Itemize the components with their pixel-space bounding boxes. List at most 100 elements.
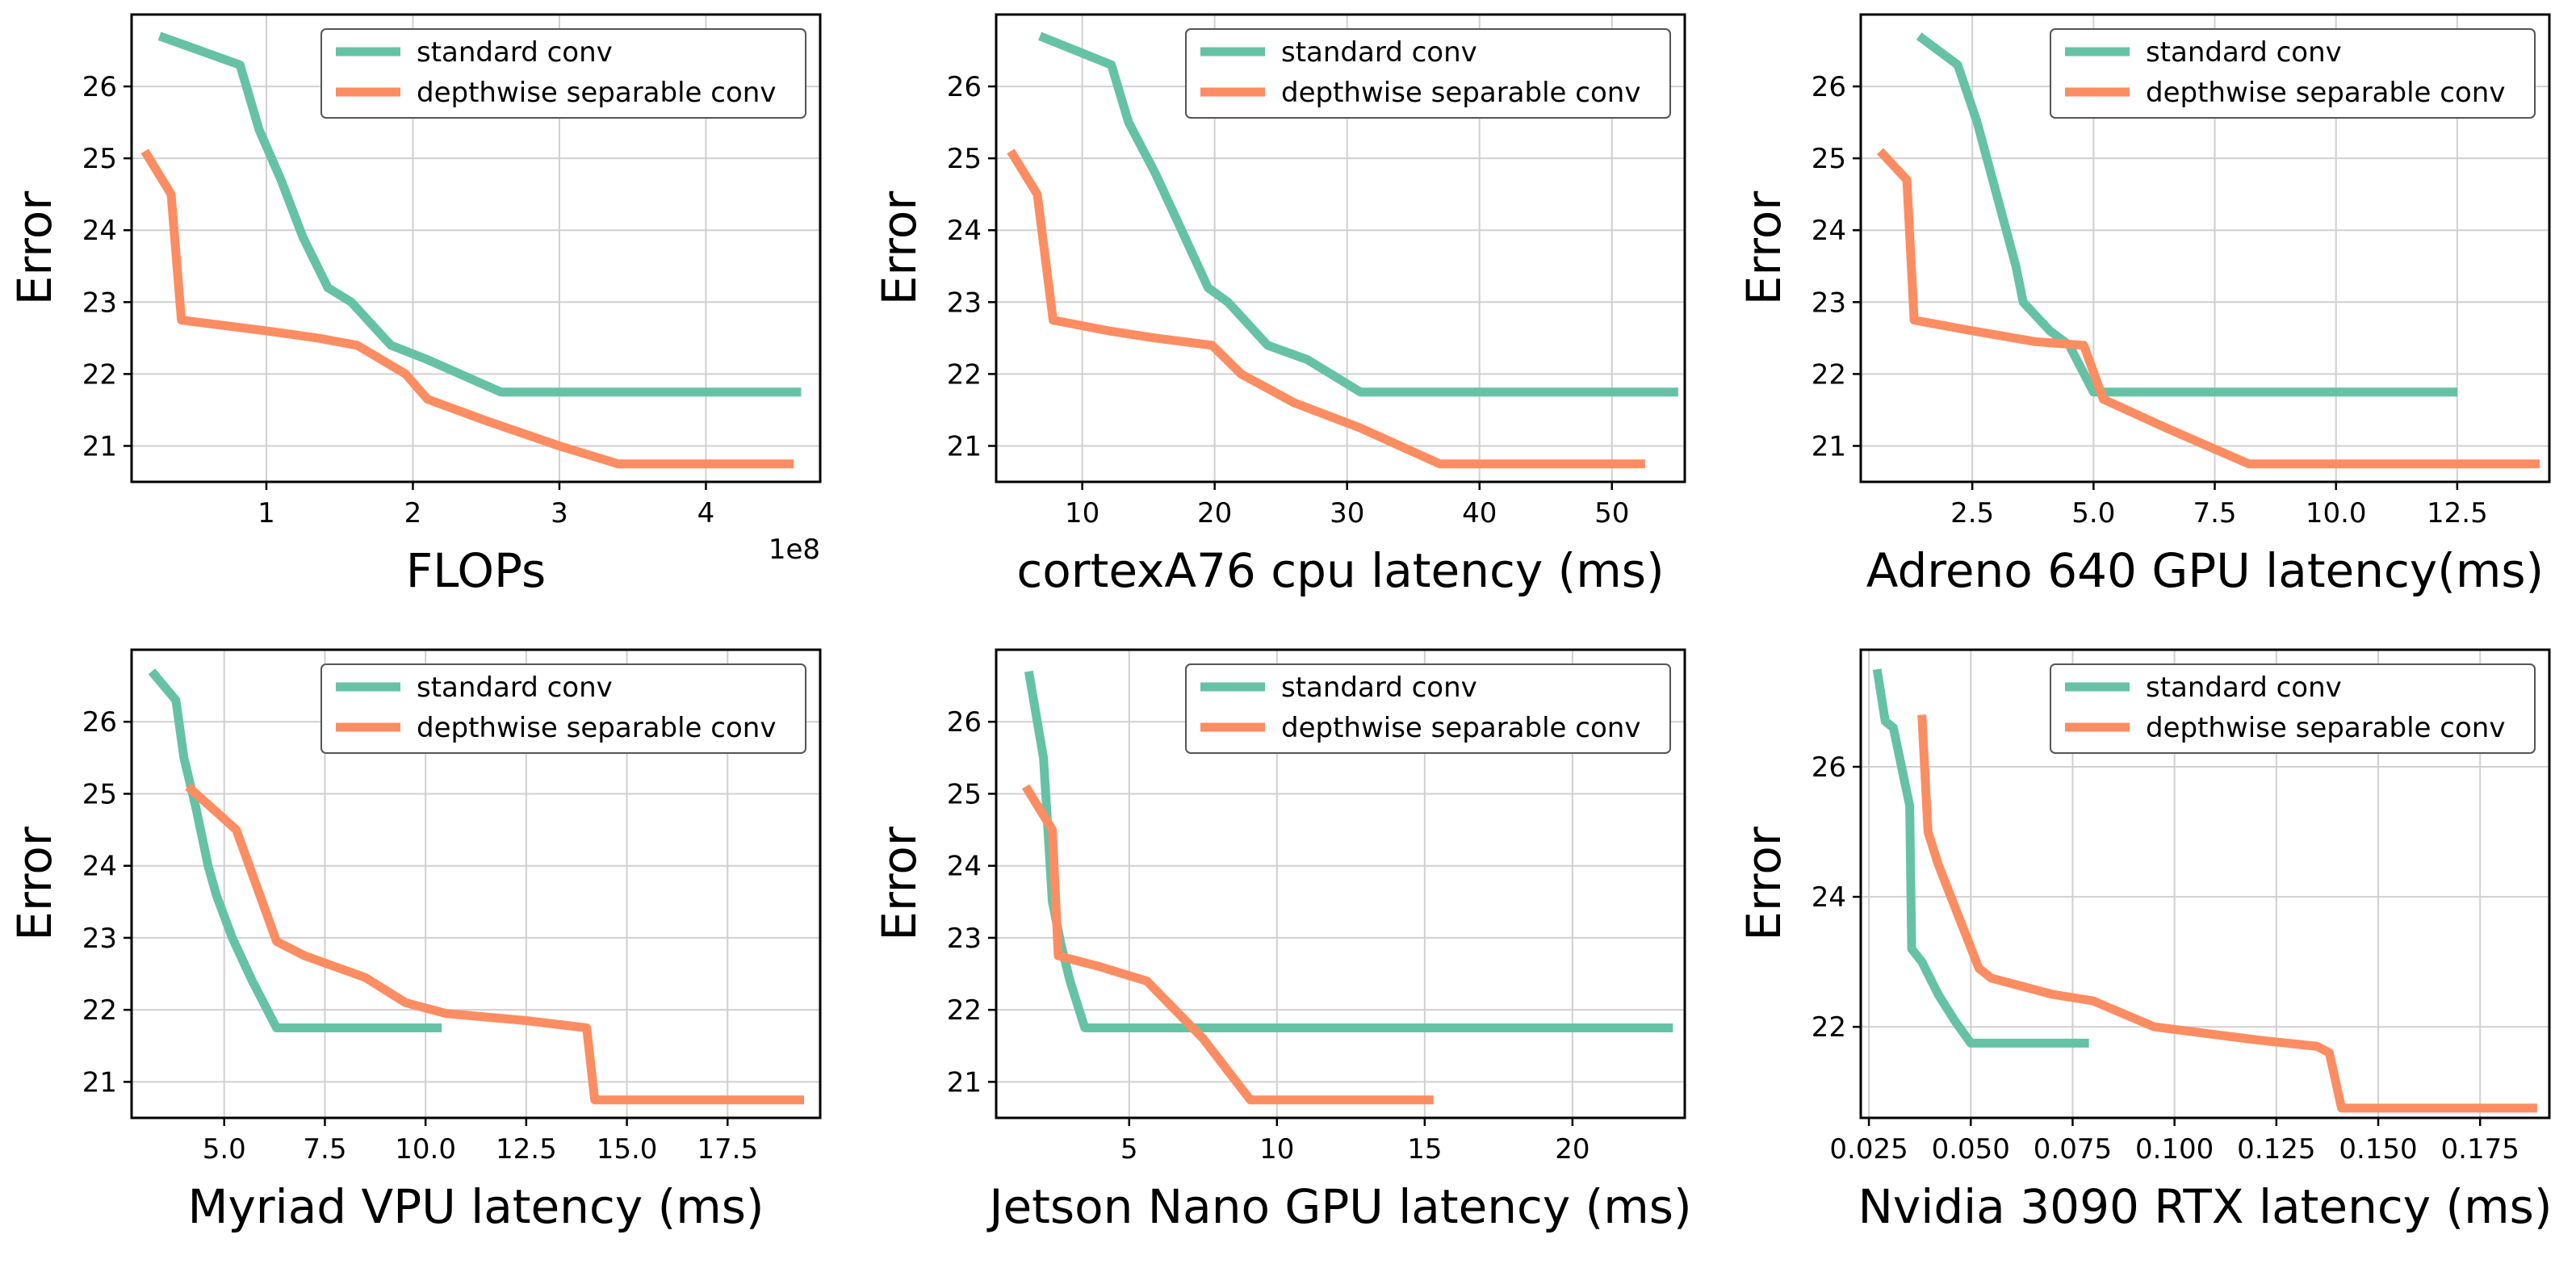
legend-label: standard conv — [417, 672, 613, 704]
y-axis-label: Error — [1736, 827, 1791, 941]
chart-panel: 0.025 0.050 0.075 0.100 0.125 0.150 0.175 22 24 2… — [1736, 648, 2553, 1234]
series-line-standard-conv — [1916, 32, 2457, 397]
x-tick-label: 0.125 — [2237, 1133, 2315, 1165]
y-tick-label: 25 — [82, 143, 117, 175]
y-tick-label: 26 — [1812, 751, 1846, 784]
y-tick-label: 25 — [1812, 143, 1846, 175]
chart-panel: 5.0 7.5 10.0 12.5 15.0 17.5 21 22 23 24 25 26 Myriad… — [7, 648, 822, 1234]
x-tick-label: 0.075 — [2034, 1133, 2112, 1165]
y-axis-label: Error — [1736, 191, 1791, 306]
x-tick-label: 5.0 — [2071, 497, 2115, 529]
y-axis-label: Error — [7, 827, 62, 941]
legend-label: standard conv — [2146, 36, 2342, 69]
x-axis-label: Jetson Nano GPU latency (ms) — [986, 1179, 1691, 1234]
axes-frame — [1859, 648, 2551, 1119]
y-tick-label: 25 — [947, 778, 982, 810]
y-tick-label: 26 — [947, 706, 982, 739]
series-line-depthwise-separable-conv — [1021, 784, 1434, 1105]
y-tick-label: 25 — [947, 143, 982, 175]
y-axis-label: Error — [872, 191, 927, 306]
legend-label: depthwise separable conv — [2146, 712, 2505, 744]
x-tick-label: 20 — [1197, 497, 1232, 529]
x-tick-label: 15 — [1407, 1133, 1442, 1165]
x-tick-label: 0.175 — [2441, 1133, 2519, 1165]
x-tick-label: 0.150 — [2339, 1133, 2417, 1165]
y-tick-label: 23 — [1812, 287, 1846, 319]
legend-box — [1185, 663, 1671, 754]
x-tick-label: 7.5 — [2193, 497, 2236, 529]
chart-panel: 10 20 30 40 50 21 22 23 24 25 26 cortexA76 cpu late… — [872, 13, 1686, 598]
y-tick-label: 21 — [1812, 430, 1846, 462]
x-tick-label: 10 — [1259, 1133, 1294, 1165]
x-tick-label: 20 — [1555, 1133, 1590, 1165]
y-tick-label: 24 — [1812, 215, 1846, 247]
x-tick-label: 30 — [1330, 497, 1364, 529]
legend-label: depthwise separable conv — [2146, 77, 2505, 109]
axes-frame — [1859, 13, 2551, 483]
y-tick-label: 22 — [1812, 1011, 1846, 1044]
y-tick-label: 22 — [82, 358, 117, 391]
x-tick-label: 15.0 — [597, 1133, 658, 1165]
series-line-depthwise-separable-conv — [1876, 148, 2540, 469]
series-line-standard-conv — [148, 668, 442, 1032]
series-line-standard-conv — [1872, 668, 2089, 1048]
x-tick-label: 12.5 — [496, 1133, 557, 1165]
y-tick-label: 25 — [82, 778, 117, 810]
y-tick-label: 26 — [1812, 71, 1846, 103]
x-tick-label: 5.0 — [203, 1133, 246, 1165]
series-line-standard-conv — [1024, 670, 1673, 1032]
x-tick-label: 12.5 — [2427, 497, 2488, 529]
legend: standard conv depthwise separable conv — [1185, 663, 1671, 754]
legend-label: depthwise separable conv — [417, 712, 776, 744]
x-tick-label: 2.5 — [1950, 497, 1994, 529]
axes-frame — [995, 648, 1686, 1119]
legend-label: depthwise separable conv — [1281, 712, 1640, 744]
legend: standard conv depthwise separable conv — [320, 28, 806, 119]
legend-label: depthwise separable conv — [417, 77, 776, 109]
y-tick-label: 22 — [82, 994, 117, 1027]
x-offset-label: 1e8 — [769, 534, 820, 566]
x-tick-label: 4 — [697, 497, 715, 529]
y-tick-label: 21 — [82, 1066, 117, 1099]
x-axis-label: Myriad VPU latency (ms) — [187, 1179, 764, 1234]
x-tick-label: 5 — [1120, 1133, 1138, 1165]
y-tick-label: 22 — [947, 358, 982, 391]
series-line-depthwise-separable-conv — [1007, 149, 1645, 469]
x-axis-label: Adreno 640 GPU latency(ms) — [1866, 543, 2544, 598]
axes-frame — [130, 13, 822, 483]
legend-box — [2050, 28, 2536, 119]
y-tick-label: 21 — [947, 1066, 982, 1099]
legend-box — [2050, 663, 2536, 754]
y-tick-label: 24 — [947, 851, 982, 883]
x-tick-label: 40 — [1462, 497, 1497, 529]
x-tick-label: 0.025 — [1829, 1133, 1908, 1165]
x-axis-label: Nvidia 3090 RTX latency (ms) — [1858, 1179, 2553, 1234]
y-tick-label: 23 — [82, 923, 117, 955]
series-line-standard-conv — [1038, 31, 1678, 397]
axes-frame — [130, 648, 822, 1119]
series-line-depthwise-separable-conv — [185, 783, 804, 1105]
x-tick-label: 10.0 — [395, 1133, 456, 1165]
legend: standard conv depthwise separable conv — [1185, 28, 1671, 119]
x-tick-label: 10 — [1065, 497, 1100, 529]
x-tick-label: 10.0 — [2306, 497, 2367, 529]
y-tick-label: 26 — [947, 71, 982, 103]
y-tick-label: 24 — [82, 851, 117, 883]
legend-label: standard conv — [2146, 672, 2342, 704]
legend-label: standard conv — [1281, 672, 1477, 704]
chart-panel: 2.5 5.0 7.5 10.0 12.5 21 22 23 24 25 26 Adreno 640 … — [1736, 13, 2551, 598]
x-axis-label: cortexA76 cpu latency (ms) — [1016, 543, 1664, 598]
x-tick-label: 2 — [404, 497, 422, 529]
x-tick-label: 7.5 — [303, 1133, 346, 1165]
y-axis-label: Error — [872, 827, 927, 941]
legend-box — [1185, 28, 1671, 119]
chart-panel: 5 10 15 20 21 22 23 24 25 26 Jetson Nano GPU laten… — [872, 648, 1692, 1234]
x-tick-label: 0.100 — [2135, 1133, 2214, 1165]
y-tick-label: 24 — [82, 215, 117, 247]
legend-label: standard conv — [1281, 36, 1477, 69]
y-tick-label: 26 — [82, 706, 117, 739]
y-tick-label: 24 — [1812, 881, 1846, 914]
legend-label: standard conv — [417, 36, 613, 69]
legend: standard conv depthwise separable conv — [320, 663, 806, 754]
legend: standard conv depthwise separable conv — [2050, 663, 2536, 754]
